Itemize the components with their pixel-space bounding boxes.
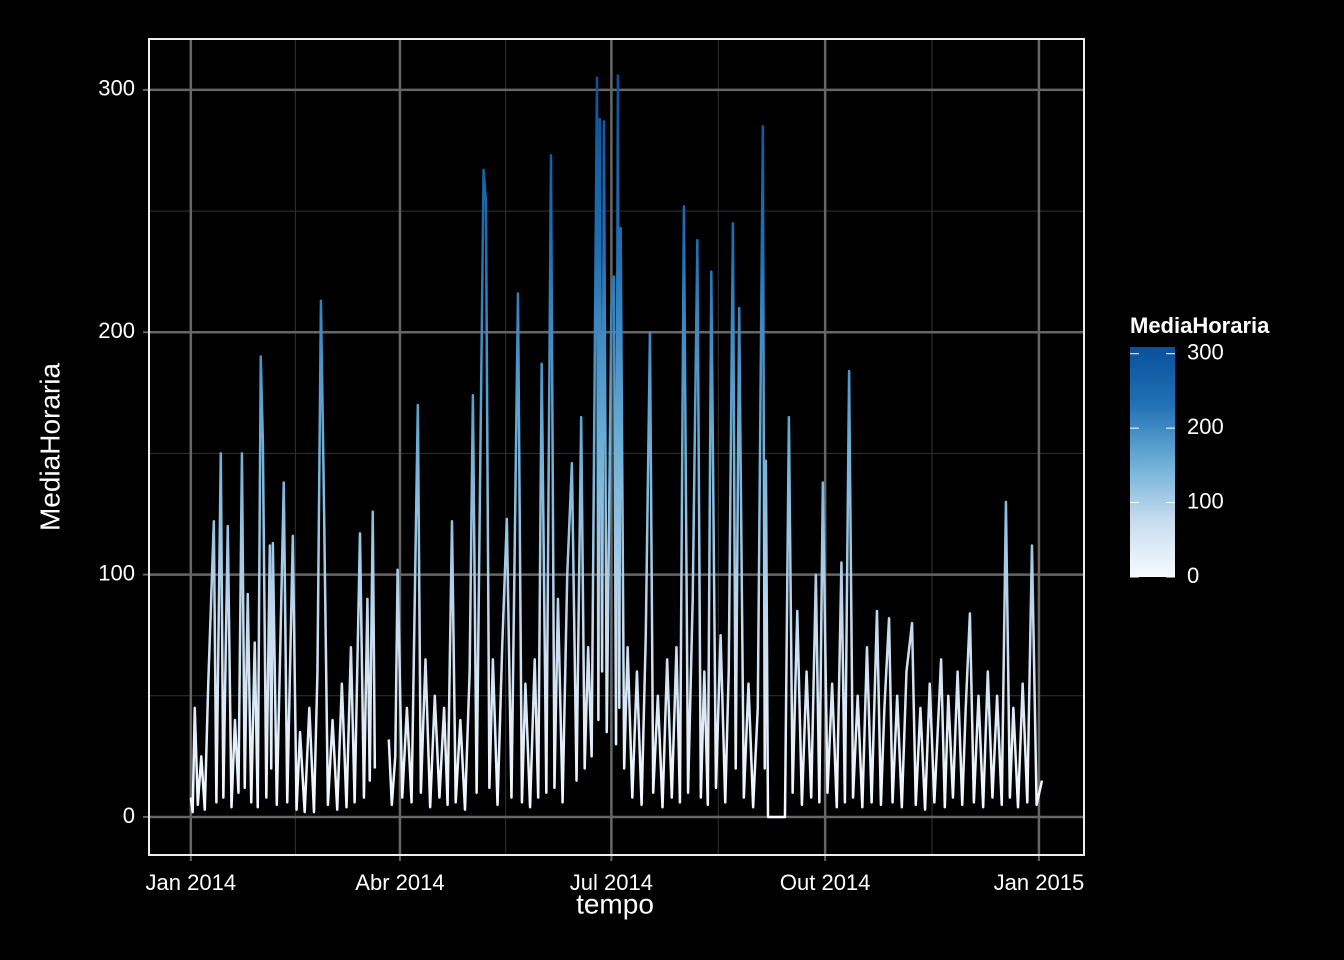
y-axis-title: MediaHoraria	[34, 363, 65, 531]
colorbar-label: 0	[1187, 563, 1199, 588]
x-tick-label: Abr 2014	[355, 870, 444, 895]
y-tick-label: 100	[98, 560, 135, 585]
legend-title: MediaHoraria	[1130, 313, 1270, 338]
y-tick-label: 200	[98, 318, 135, 343]
x-tick-label: Jul 2014	[570, 870, 653, 895]
colorbar-label: 300	[1187, 340, 1224, 365]
x-tick-label: Jan 2015	[994, 870, 1085, 895]
y-tick-label: 0	[123, 803, 135, 828]
x-tick-label: Jan 2014	[146, 870, 237, 895]
data-line	[189, 74, 1044, 819]
x-axis-title: tempo	[576, 888, 654, 919]
y-tick-label: 300	[98, 76, 135, 101]
x-tick-label: Out 2014	[780, 870, 871, 895]
colorbar-label: 200	[1187, 414, 1224, 439]
colorbar	[1130, 347, 1175, 577]
plot-border	[148, 38, 1085, 856]
colorbar-label: 100	[1187, 488, 1224, 513]
